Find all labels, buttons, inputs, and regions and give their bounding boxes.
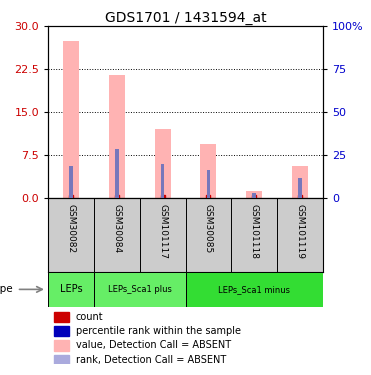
Text: percentile rank within the sample: percentile rank within the sample: [76, 326, 241, 336]
Text: GSM30084: GSM30084: [112, 204, 121, 253]
Text: GSM30085: GSM30085: [204, 204, 213, 253]
Bar: [54, 355, 69, 365]
Text: LEPs_Sca1 plus: LEPs_Sca1 plus: [108, 285, 172, 294]
Bar: [298, 178, 302, 198]
Text: count: count: [76, 312, 103, 322]
Text: LEPs: LEPs: [60, 284, 82, 294]
Bar: [252, 193, 256, 198]
Bar: [69, 166, 73, 198]
Bar: [161, 164, 164, 198]
Bar: [292, 166, 308, 198]
Bar: [115, 149, 119, 198]
Text: rank, Detection Call = ABSENT: rank, Detection Call = ABSENT: [76, 355, 226, 365]
Text: GSM101117: GSM101117: [158, 204, 167, 259]
Text: LEPs_Sca1 minus: LEPs_Sca1 minus: [218, 285, 290, 294]
Bar: [109, 75, 125, 198]
FancyBboxPatch shape: [186, 272, 323, 306]
Bar: [63, 40, 79, 198]
Text: cell type: cell type: [0, 284, 13, 294]
Bar: [200, 144, 216, 198]
Bar: [246, 191, 262, 198]
FancyBboxPatch shape: [48, 272, 94, 306]
Bar: [155, 129, 171, 198]
FancyBboxPatch shape: [94, 272, 186, 306]
Bar: [54, 312, 69, 322]
Text: GSM101119: GSM101119: [295, 204, 304, 259]
Text: GSM101118: GSM101118: [250, 204, 259, 259]
Bar: [54, 340, 69, 351]
Bar: [207, 170, 210, 198]
Title: GDS1701 / 1431594_at: GDS1701 / 1431594_at: [105, 11, 266, 25]
Bar: [54, 326, 69, 336]
Text: value, Detection Call = ABSENT: value, Detection Call = ABSENT: [76, 340, 231, 351]
Text: GSM30082: GSM30082: [67, 204, 76, 253]
